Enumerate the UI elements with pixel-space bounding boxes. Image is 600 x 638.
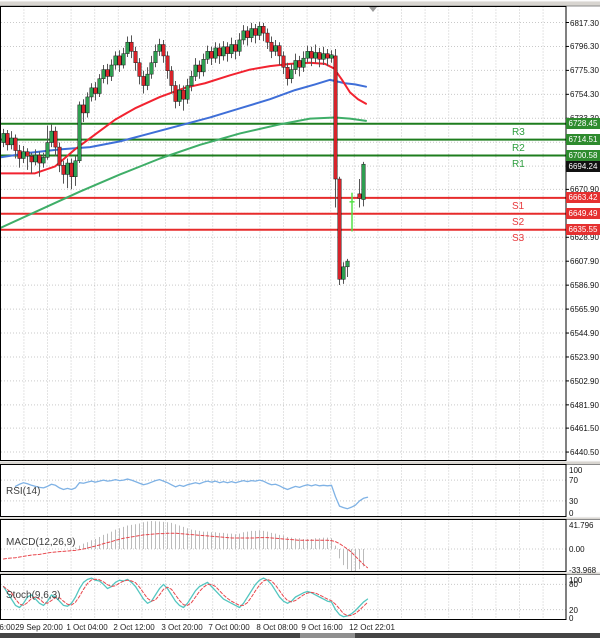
price-tick-label: 6775.30 — [570, 66, 599, 76]
price-tick-label: 6544.90 — [570, 329, 599, 339]
resistance-r2-price-badge: 6714.51 — [566, 134, 600, 146]
support-resistance-lines — [0, 122, 566, 231]
time-tick-label: 1 Oct 04:00 — [66, 623, 108, 632]
stoch-indicator-label: Stoch(9,6,3) — [6, 590, 61, 601]
price-tick-label: 6796.30 — [570, 42, 599, 52]
support-s3-label: S3 — [512, 232, 525, 244]
panel-separator[interactable] — [0, 516, 600, 520]
stoch-scale-label: 20 — [569, 605, 578, 615]
macd-scale-label: -33.968 — [569, 565, 597, 575]
rsi-scale-label: 30 — [569, 496, 578, 506]
rsi-scale-label: 100 — [569, 465, 583, 475]
bottom-border-segment — [300, 633, 355, 638]
support-s1-price-badge: 6663.42 — [566, 192, 600, 204]
macd-scale-label: 0.00 — [569, 545, 585, 554]
macd-panel-border — [0, 519, 567, 572]
macd-indicator-label: MACD(12,26,9) — [6, 537, 76, 548]
support-s2-label: S2 — [512, 216, 525, 228]
resistance-r3-price-badge: 6728.45 — [566, 118, 600, 130]
stoch-panel-border — [0, 574, 567, 620]
time-tick-label: 8 Oct 08:00 — [256, 623, 298, 632]
price-tick-label: 6628.90 — [570, 233, 599, 243]
price-tick-label: 6754.30 — [570, 90, 599, 100]
ma-fast-red-line — [0, 61, 367, 175]
main-panel-border — [0, 6, 567, 461]
resistance-r2-label: R2 — [512, 142, 525, 154]
price-tick-label: 6586.90 — [570, 281, 599, 291]
rsi-line — [14, 478, 369, 510]
price-tick-label: 6440.50 — [570, 448, 599, 458]
support-s1-label: S1 — [512, 200, 525, 212]
price-tick-label: 6565.90 — [570, 305, 599, 315]
resistance-r1-label: R1 — [512, 158, 525, 170]
time-tick-label: 7 Oct 00:00 — [208, 623, 250, 632]
price-tick-label: 6523.90 — [570, 352, 599, 362]
resistance-r1-price-badge: 6700.58 — [566, 150, 600, 162]
price-tick-label: 6817.30 — [570, 18, 599, 28]
stoch-scale-label: 100 — [569, 575, 583, 585]
panel-separator[interactable] — [0, 571, 600, 575]
price-tick-label: 6670.90 — [570, 185, 599, 195]
current-price-badge: 6694.24 — [566, 161, 600, 173]
price-tick-label: 6502.90 — [570, 376, 599, 386]
window-top-border — [0, 1, 600, 6]
time-tick-label: 29 Sep 20:00 — [15, 623, 63, 632]
rsi-indicator-label: RSI(14) — [6, 486, 41, 497]
rsi-panel-border — [0, 464, 567, 517]
support-s2-price-badge: 6649.49 — [566, 208, 600, 220]
window-bottom-border — [0, 633, 600, 638]
time-tick-label: 3 Oct 20:00 — [161, 623, 203, 632]
panel-separator[interactable] — [0, 460, 600, 465]
support-s3-price-badge: 6635.55 — [566, 224, 600, 236]
price-tick-label: 6481.90 — [570, 400, 599, 410]
stoch-scale-label: 80 — [569, 580, 578, 590]
stoch-d-line — [3, 578, 368, 617]
macd-signal-line — [3, 532, 368, 569]
time-tick-label: 2 Oct 12:00 — [113, 623, 155, 632]
resistance-r3-label: R3 — [512, 126, 525, 138]
candles-series — [1, 21, 366, 286]
rsi-scale-label: 70 — [569, 476, 578, 486]
entry-marker — [349, 192, 355, 232]
time-tick-label: 9 Oct 16:00 — [301, 623, 343, 632]
price-tick-label: 6461.50 — [570, 424, 599, 434]
stoch-scale-label: 0 — [569, 613, 574, 623]
macd-scale-label: 41.796 — [569, 520, 594, 530]
time-tick-label: 16:00 — [0, 623, 16, 632]
chart-shift-marker — [369, 7, 377, 12]
rsi-scale-label: 0 — [569, 508, 574, 518]
time-tick-label: 12 Oct 22:01 — [349, 623, 395, 632]
price-tick-label: 6607.90 — [570, 257, 599, 267]
